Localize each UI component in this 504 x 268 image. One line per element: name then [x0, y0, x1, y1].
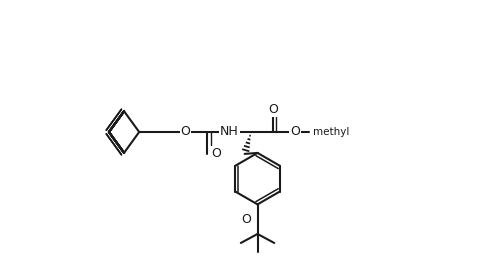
- Text: NH: NH: [220, 125, 238, 138]
- Text: O: O: [242, 213, 251, 226]
- Text: methyl: methyl: [313, 127, 349, 137]
- Text: O: O: [268, 103, 278, 116]
- Text: O: O: [211, 147, 221, 160]
- Text: O: O: [180, 125, 191, 138]
- Text: O: O: [290, 125, 300, 138]
